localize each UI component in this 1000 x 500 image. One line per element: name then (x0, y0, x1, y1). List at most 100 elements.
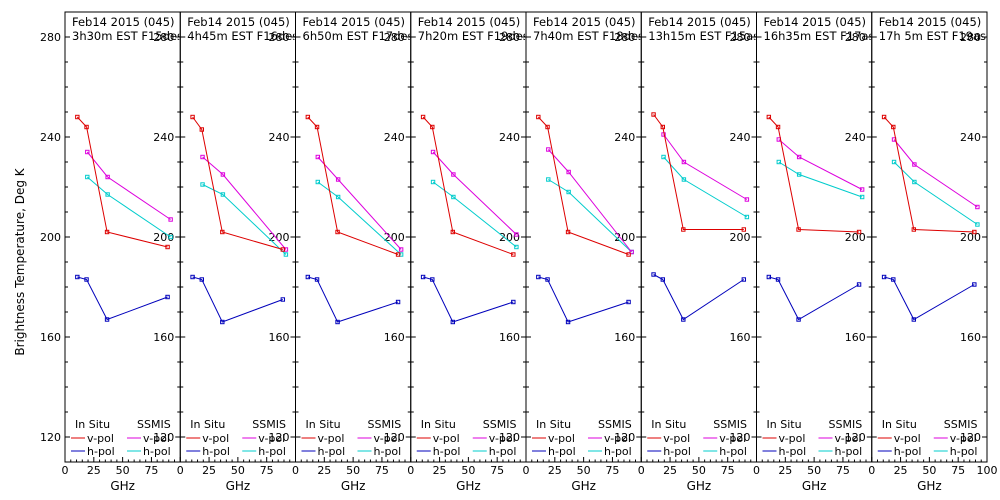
insitu-h-pol-line (422, 276, 514, 323)
ssmis-h-pol-point (220, 192, 226, 197)
insitu-h-pol-point (536, 274, 541, 280)
insitu-h-pol-point (881, 274, 887, 280)
legend-label-insitu-v: v-pol (202, 432, 229, 445)
panel-2: 120 160 200 240 280 0 25 50 75 GHz Feb14 2015 (045… (177, 11, 296, 493)
ssmis-v-pol-point (315, 154, 321, 160)
y-tick-label-left: 120 (40, 431, 61, 444)
insitu-v-pol-point (660, 124, 666, 130)
legend-header-in-situ: In Situ (882, 418, 917, 431)
insitu-v-pol-point (314, 124, 320, 130)
y-tick-label-left: 200 (40, 231, 61, 244)
insitu-v-pol-point (775, 124, 781, 130)
legend-label-insitu-v: v-pol (87, 432, 114, 445)
y-tick-label-left: 280 (40, 31, 61, 44)
legend-header-ssmis: SSMIS (368, 418, 402, 431)
ssmis-v-pol-point (546, 147, 551, 152)
legend-label-ssmis-h: h-pol (950, 445, 978, 458)
y-tick-label: 200 (960, 231, 981, 244)
legend-label-ssmis-h: h-pol (258, 445, 286, 458)
insitu-h-pol-point (75, 274, 80, 280)
insitu-h-pol-point (856, 282, 862, 287)
insitu-h-pol-point (335, 319, 340, 325)
legend-label-ssmis-h: h-pol (835, 445, 863, 458)
ssmis-h-pol-point (85, 174, 90, 180)
insitu-v-pol-point (190, 114, 195, 120)
ssmis-h-pol-line (893, 161, 978, 225)
x-tick-label: 75 (260, 464, 274, 477)
y-tick-label: 280 (269, 31, 290, 44)
legend-label-ssmis-h: h-pol (719, 445, 747, 458)
insitu-v-pol-line (768, 116, 860, 233)
ssmis-h-pol-line (317, 181, 402, 255)
legend-label-ssmis-h: h-pol (489, 445, 517, 458)
y-tick-label: 200 (614, 231, 635, 244)
legend-header-in-situ: In Situ (190, 418, 225, 431)
x-tick-label: 25 (317, 464, 331, 477)
x-axis-label: GHz (687, 479, 712, 493)
x-axis-label: GHz (917, 479, 942, 493)
ssmis-v-pol-point (398, 247, 404, 252)
panel-title: Feb14 2015 (045)16h35m EST F17asc (764, 15, 881, 43)
y-tick-label: 120 (845, 431, 866, 444)
y-tick-label: 240 (269, 131, 290, 144)
y-tick-label: 240 (614, 131, 635, 144)
y-tick-label: 120 (269, 431, 290, 444)
legend-header-in-situ: In Situ (536, 418, 571, 431)
legend-header-ssmis: SSMIS (944, 418, 978, 431)
insitu-h-pol-point (972, 282, 977, 287)
x-tick-label: 75 (951, 464, 965, 477)
insitu-v-pol-point (75, 114, 80, 120)
y-axis-label: Brightness Temperature, Deg K (13, 167, 27, 355)
panel-8: 120 160 200 240 280 0 25 50 75 100 GHz Feb14 2015 (… (868, 11, 998, 493)
panel-title: Feb14 2015 (045)4h45m EST F16des (187, 15, 294, 43)
legend-label-ssmis-v: v-pol (835, 432, 862, 445)
x-tick-label: 50 (461, 464, 475, 477)
panel-title: Feb14 2015 (045)7h40m EST F18des (533, 15, 640, 43)
ssmis-h-pol-line (432, 181, 517, 248)
x-tick-label: 0 (292, 464, 299, 477)
ssmis-v-pol-point (744, 197, 750, 202)
ssmis-v-pol-point (220, 172, 226, 177)
x-axis-label: GHz (110, 479, 135, 493)
y-tick-label: 160 (384, 331, 405, 344)
y-tick-label: 120 (960, 431, 981, 444)
legend-label-ssmis-h: h-pol (143, 445, 171, 458)
insitu-h-pol-line (653, 274, 745, 321)
insitu-v-pol-point (199, 127, 205, 132)
legend-label-ssmis-v: v-pol (258, 432, 285, 445)
legend-label-insitu-v: v-pol (663, 432, 690, 445)
insitu-v-pol-line (422, 116, 514, 255)
legend-label-insitu-h: h-pol (433, 445, 461, 458)
x-tick-label: 25 (202, 464, 216, 477)
legend-label-ssmis-v: v-pol (489, 432, 516, 445)
legend-header-in-situ: In Situ (75, 418, 110, 431)
legend-label-ssmis-v: v-pol (950, 432, 977, 445)
panel-title: Feb14 2015 (045)7h20m EST F19des (418, 15, 525, 43)
ssmis-h-pol-point (546, 177, 551, 182)
insitu-h-pol-point (796, 317, 801, 322)
ssmis-h-pol-point (776, 159, 782, 165)
ssmis-h-pol-point (796, 172, 802, 177)
panel-title-date: Feb14 2015 (045) (879, 15, 982, 29)
legend-label-insitu-v: v-pol (894, 432, 921, 445)
y-tick-label: 160 (153, 331, 174, 344)
legend-header-ssmis: SSMIS (598, 418, 632, 431)
panel-title-time: 16h35m EST F17asc (764, 29, 881, 43)
ssmis-h-pol-point (891, 159, 897, 165)
ssmis-h-pol-point (335, 194, 341, 200)
x-tick-label: 75 (490, 464, 504, 477)
insitu-h-pol-point (314, 277, 320, 282)
ssmis-v-pol-point (566, 169, 571, 175)
ssmis-h-pol-point (315, 179, 321, 185)
ssmis-v-pol-point (430, 149, 436, 155)
legend-header-ssmis: SSMIS (252, 418, 286, 431)
insitu-v-pol-point (420, 114, 426, 120)
ssmis-h-pol-line (202, 184, 287, 255)
insitu-v-pol-point (335, 229, 340, 235)
x-tick-label: 75 (375, 464, 389, 477)
y-tick-label: 240 (499, 131, 520, 144)
